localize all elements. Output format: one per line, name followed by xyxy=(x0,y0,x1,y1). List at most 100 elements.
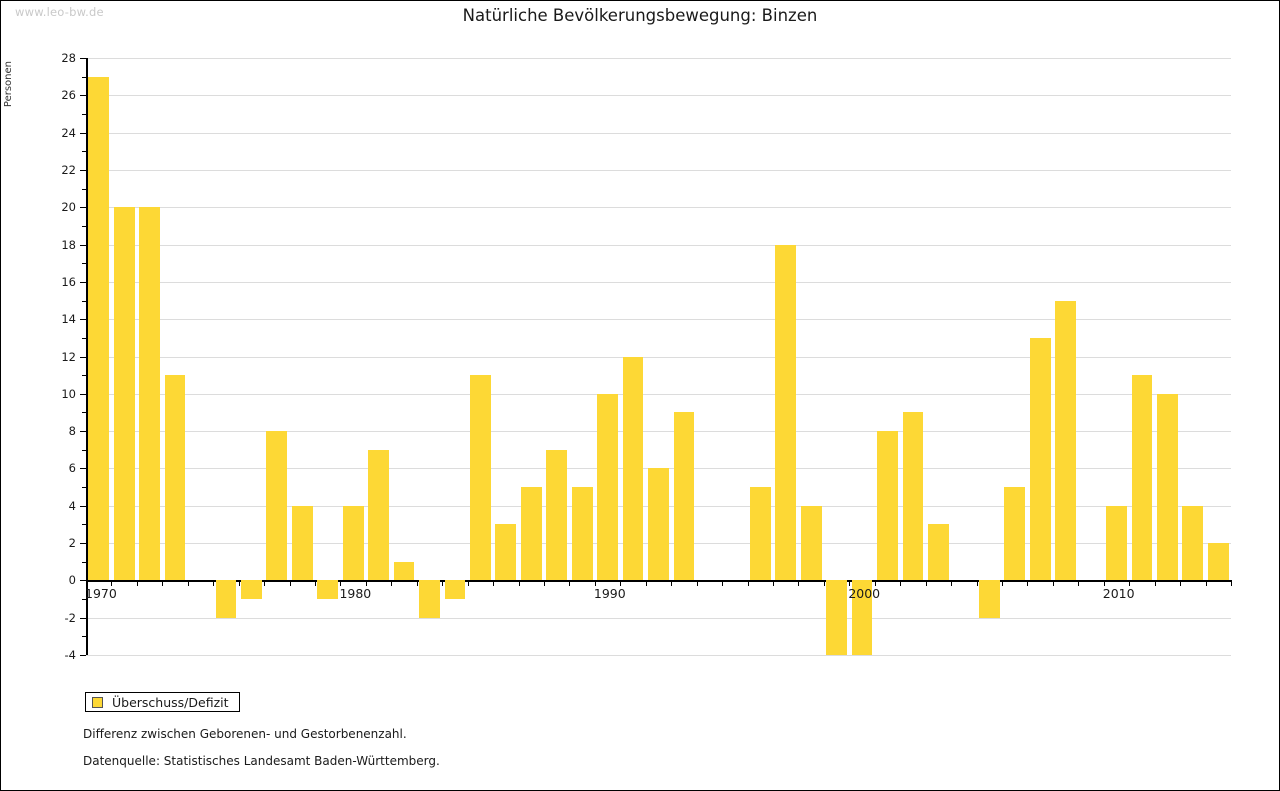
bar[interactable] xyxy=(648,468,669,581)
x-axis-tick xyxy=(798,580,800,587)
bar[interactable] xyxy=(800,505,822,581)
x-axis-tick xyxy=(1154,580,1156,587)
x-axis-tick xyxy=(86,580,87,587)
y-axis-tick-label: 8 xyxy=(68,424,76,439)
x-axis-tick xyxy=(1052,580,1054,587)
bar[interactable] xyxy=(571,487,593,581)
bar[interactable] xyxy=(597,393,619,581)
legend-swatch-icon xyxy=(92,696,103,708)
bar[interactable] xyxy=(342,505,364,581)
y-axis-tick xyxy=(80,393,86,395)
bar[interactable] xyxy=(851,580,873,655)
bar[interactable] xyxy=(317,580,339,600)
y-axis-tick-label: -4 xyxy=(64,648,76,662)
x-axis-tick xyxy=(925,580,927,587)
bar[interactable] xyxy=(622,356,644,581)
bar[interactable] xyxy=(1004,487,1026,581)
bar[interactable] xyxy=(978,580,1000,618)
bar[interactable] xyxy=(546,449,568,581)
y-axis-minor-tick xyxy=(82,561,86,563)
x-axis-tick xyxy=(340,580,342,587)
bar[interactable] xyxy=(240,580,262,600)
x-axis-tick xyxy=(1231,580,1232,587)
bar[interactable] xyxy=(495,524,517,581)
x-axis-tick xyxy=(467,580,469,587)
x-axis-tick xyxy=(620,580,622,587)
bar[interactable] xyxy=(393,561,415,581)
y-axis-minor-tick xyxy=(82,263,86,265)
x-axis-tick xyxy=(213,580,215,587)
legend[interactable]: Überschuss/Defizit xyxy=(85,692,240,712)
gridline xyxy=(86,169,1231,171)
gridline xyxy=(86,132,1231,134)
x-axis-tick-label: 1990 xyxy=(593,586,626,602)
bar[interactable] xyxy=(419,580,440,618)
bar[interactable] xyxy=(291,505,313,581)
y-axis-tick-label: 18 xyxy=(61,237,76,252)
bar[interactable] xyxy=(1156,393,1178,581)
gridline xyxy=(86,393,1231,395)
x-axis-tick xyxy=(518,580,520,587)
bar[interactable] xyxy=(1207,543,1229,581)
y-axis-tick xyxy=(80,132,86,134)
bar[interactable] xyxy=(444,580,466,600)
bar[interactable] xyxy=(749,487,771,581)
bar[interactable] xyxy=(877,431,898,581)
bar[interactable] xyxy=(469,375,491,581)
y-axis-tick xyxy=(80,169,86,171)
y-axis-tick xyxy=(80,58,86,59)
bar[interactable] xyxy=(1055,300,1077,581)
bar[interactable] xyxy=(368,449,390,581)
bar[interactable] xyxy=(775,244,797,581)
x-axis-tick xyxy=(671,580,673,587)
gridline xyxy=(86,58,1231,59)
bar[interactable] xyxy=(1106,505,1127,581)
bar[interactable] xyxy=(1029,337,1051,581)
y-axis-tick xyxy=(80,319,86,321)
x-axis-tick xyxy=(136,580,138,587)
y-axis-tick xyxy=(80,617,86,619)
x-axis-tick xyxy=(569,580,571,587)
bar[interactable] xyxy=(139,207,161,581)
x-axis-tick xyxy=(696,580,698,587)
y-axis-tick xyxy=(80,431,86,433)
x-axis-tick xyxy=(1027,580,1029,587)
x-axis-tick-label: 2010 xyxy=(1102,586,1135,602)
y-axis-tick xyxy=(80,281,86,283)
y-axis-tick xyxy=(80,655,86,656)
page-title: Natürliche Bevölkerungsbewegung: Binzen xyxy=(462,6,818,25)
y-axis-tick-label: -2 xyxy=(64,610,76,625)
y-axis-tick xyxy=(80,356,86,358)
bar[interactable] xyxy=(113,207,135,581)
bar[interactable] xyxy=(902,412,924,581)
x-axis-tick-label: 2000 xyxy=(848,586,881,602)
bar[interactable] xyxy=(266,431,288,581)
x-axis-tick xyxy=(111,580,113,587)
bar[interactable] xyxy=(520,487,542,581)
x-axis-tick xyxy=(238,580,240,587)
y-axis-tick xyxy=(80,244,86,246)
x-axis-tick xyxy=(264,580,266,587)
y-axis-tick xyxy=(80,468,86,470)
y-axis-tick-label: 14 xyxy=(61,312,76,327)
y-axis-minor-tick xyxy=(82,300,86,302)
bar[interactable] xyxy=(1131,375,1153,581)
y-axis-tick xyxy=(80,207,86,209)
x-axis-tick xyxy=(442,580,444,587)
bar[interactable] xyxy=(88,76,110,581)
y-axis-tick-label: 16 xyxy=(61,274,76,289)
y-axis-minor-tick xyxy=(82,151,86,153)
bar[interactable] xyxy=(1182,505,1204,581)
bar[interactable] xyxy=(826,580,848,655)
y-axis-tick-label: 12 xyxy=(61,349,76,364)
bar[interactable] xyxy=(927,524,949,581)
gridline xyxy=(86,281,1231,283)
bar[interactable] xyxy=(164,375,186,581)
y-axis-tick-label: 10 xyxy=(61,386,76,401)
x-axis-tick xyxy=(1078,580,1080,587)
bar[interactable] xyxy=(673,412,695,581)
y-axis-tick xyxy=(80,505,86,507)
bar[interactable] xyxy=(215,580,237,618)
x-axis-tick xyxy=(493,580,495,587)
